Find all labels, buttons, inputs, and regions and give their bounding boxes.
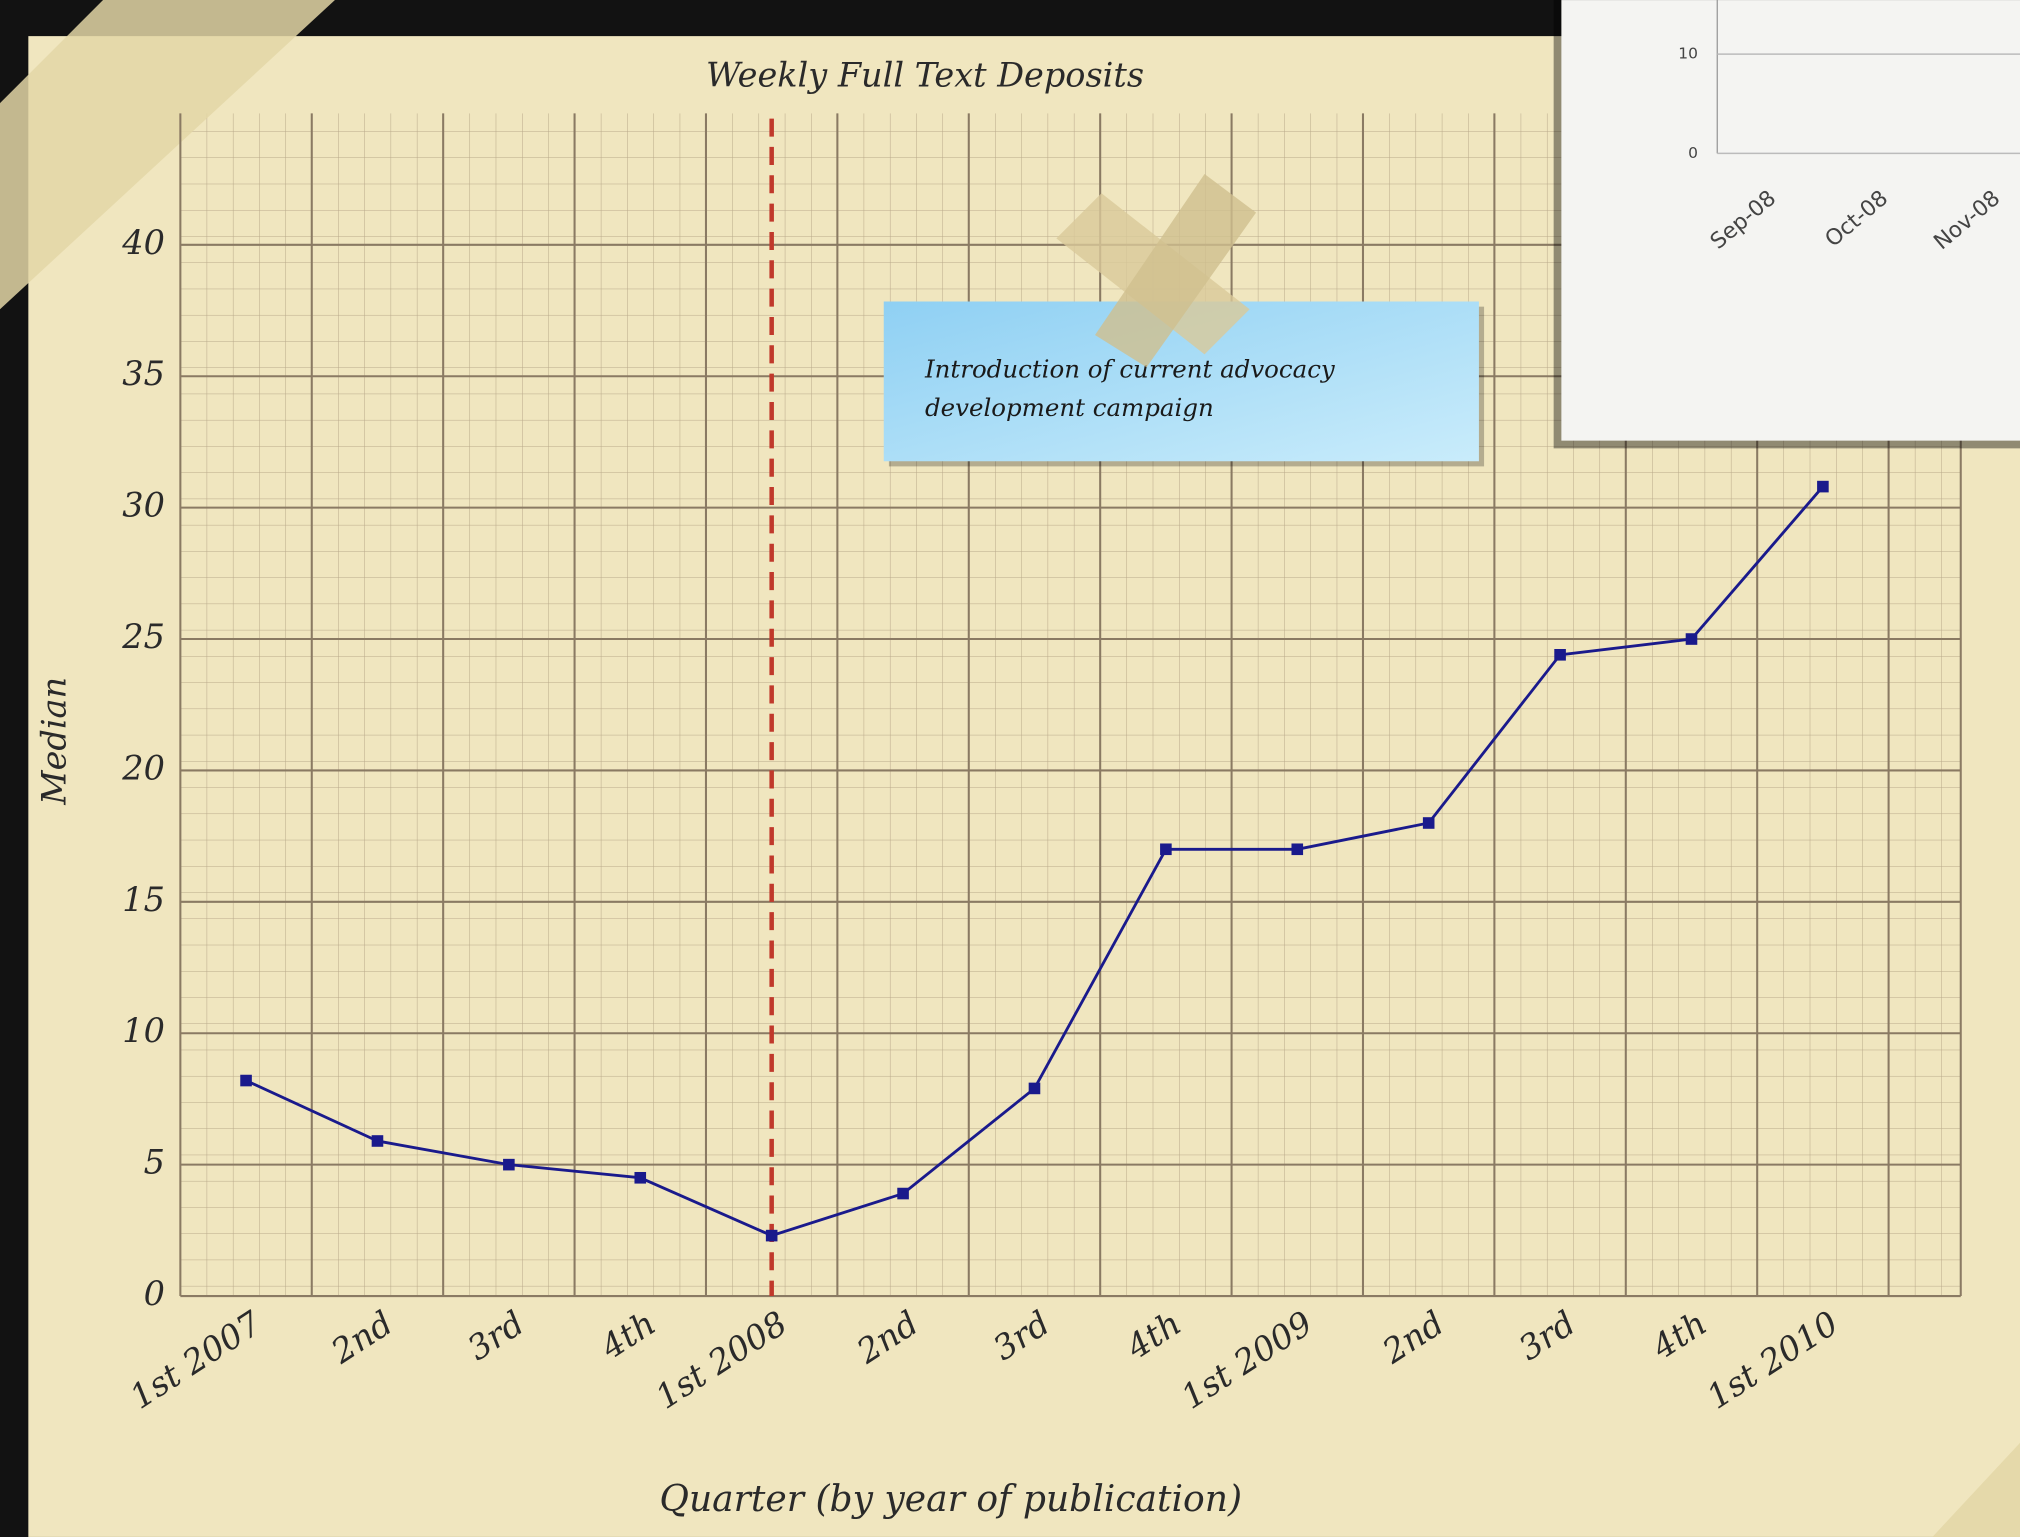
- data-point: [897, 1187, 909, 1200]
- data-point: [503, 1158, 515, 1171]
- y-tick-label: 0: [1688, 144, 1698, 162]
- data-point: [1422, 817, 1435, 829]
- data-point: [1160, 843, 1172, 856]
- annotation: Introduction of current advocacy develop…: [924, 355, 1335, 423]
- data-point: [634, 1171, 647, 1184]
- tape: [1095, 173, 1257, 368]
- y-axis-label: Median: [35, 677, 74, 806]
- data-point: [1685, 633, 1698, 645]
- x-axis-label: Quarter (by year of publication): [659, 1478, 1242, 1520]
- y-tick-label: 25: [121, 617, 165, 656]
- data-point: [1028, 1082, 1041, 1095]
- y-tick-label: 35: [122, 354, 165, 393]
- y-tick-label: 10: [122, 1011, 165, 1050]
- y-tick-label: 30: [122, 486, 165, 525]
- y-tick-label: 20: [121, 748, 165, 787]
- y-tick-label: 0: [144, 1274, 165, 1313]
- note-text-box: Introduction of current advocacy develop…: [924, 355, 1335, 423]
- data-point: [1554, 649, 1566, 661]
- data-point: [1817, 480, 1829, 493]
- data-point: [371, 1135, 384, 1147]
- inset-panel: [1561, 0, 2020, 441]
- data-point: [765, 1229, 778, 1242]
- data-point: [240, 1074, 252, 1087]
- y-tick-label: 5: [144, 1143, 165, 1182]
- data-point: [1291, 843, 1304, 856]
- chart-title: Weekly Full Text Deposits: [706, 55, 1144, 94]
- y-tick-label: 40: [121, 223, 165, 262]
- y-tick-label: 15: [122, 880, 165, 919]
- y-tick-label: 10: [1678, 45, 1698, 63]
